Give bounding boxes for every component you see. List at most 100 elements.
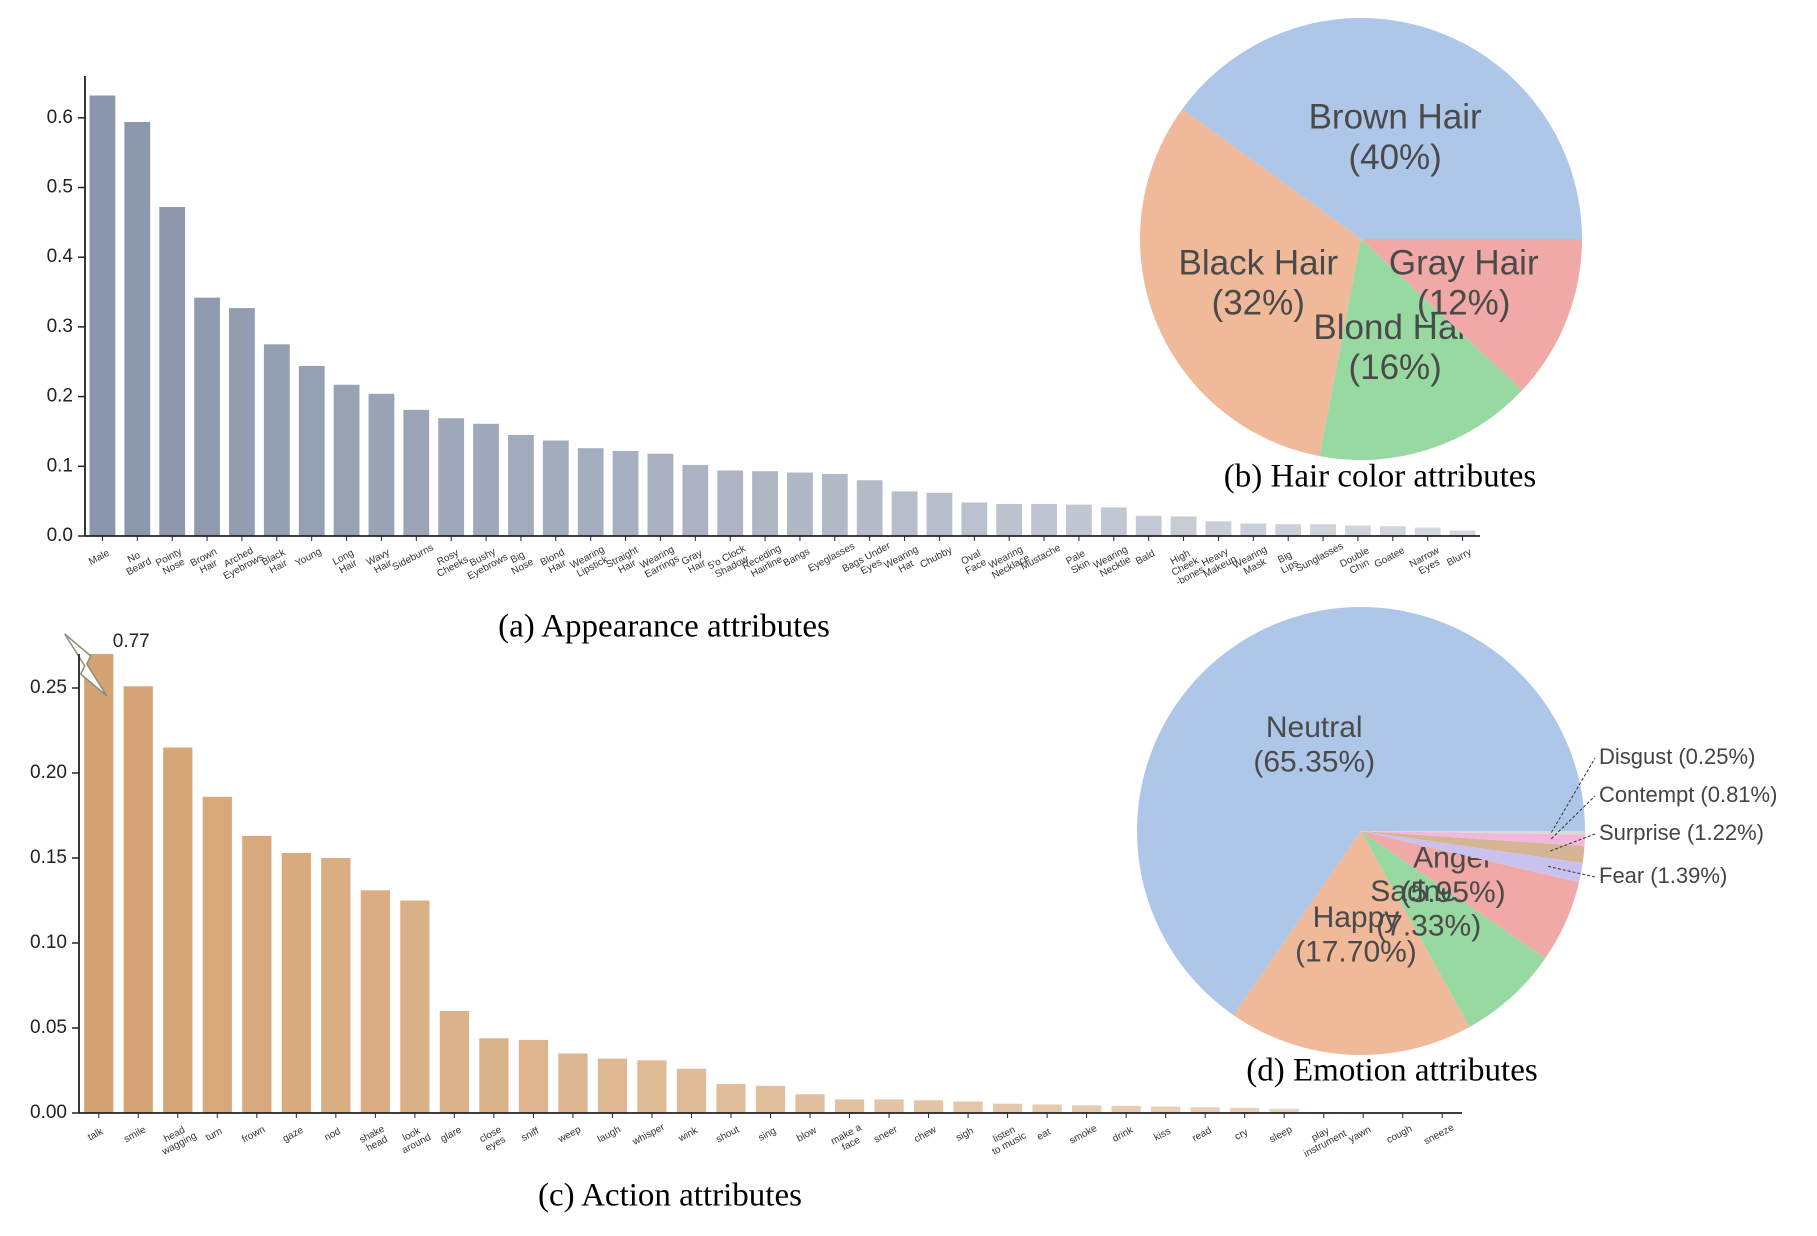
bar [647, 453, 674, 536]
bar [508, 434, 534, 536]
x-tick-label: cough [1385, 1124, 1414, 1147]
x-tick-label: sigh [954, 1126, 975, 1144]
bar [473, 423, 499, 536]
bar [1111, 1105, 1141, 1113]
x-tick-label: NarrowEyes [1408, 545, 1447, 579]
bar [439, 1011, 470, 1113]
x-tick-label: shout [714, 1124, 741, 1145]
bar [834, 1099, 865, 1113]
x-tick-label: BigLips [1274, 549, 1300, 577]
bar [612, 450, 639, 536]
x-tick-label: laugh [596, 1124, 623, 1145]
x-tick-label: BrownHair [189, 546, 224, 578]
pie-slice [1182, 17, 1582, 240]
value-label: 0.77 [113, 631, 150, 652]
slice-name: Black Hair [1179, 243, 1339, 282]
caption: (b) Hair color attributes [1224, 459, 1536, 495]
slice-label: Surprise (1.22%) [1599, 820, 1764, 845]
bar [1066, 504, 1092, 536]
bar [518, 1039, 549, 1113]
bar [891, 491, 918, 536]
bar [821, 473, 848, 536]
slice-name: Contempt [1599, 782, 1694, 807]
slice-percent: (65.35%) [1253, 746, 1375, 779]
bar [1071, 1105, 1102, 1113]
bar [1032, 1104, 1062, 1113]
slice-name: Fear [1599, 863, 1644, 888]
x-tick-label: LongHair [331, 548, 361, 577]
pie-slice [1137, 607, 1585, 1016]
slice-name: Neutral [1266, 711, 1363, 744]
caption: (a) Appearance attributes [498, 609, 830, 645]
pie-slice [1319, 239, 1523, 460]
leader-line [1547, 865, 1596, 878]
y-tick-label: 0.25 [30, 677, 67, 698]
bar [787, 472, 813, 536]
slice-label: Brown Hair (40%) [1309, 98, 1482, 177]
slice-name: Disgust [1599, 744, 1672, 769]
x-tick-label: listento music [985, 1121, 1028, 1157]
x-tick-label: eat [1035, 1127, 1053, 1143]
x-tick-label: RecedingHairline [741, 543, 788, 582]
y-tick-label: 0.15 [30, 847, 67, 868]
x-tick-label: Goatee [1373, 545, 1408, 570]
x-tick-label: WearingMask [1231, 544, 1274, 580]
x-tick-label: headwagging [155, 1121, 199, 1158]
axis-break [64, 633, 108, 697]
slice-label: Contempt (0.81%) [1599, 782, 1777, 807]
bar [1269, 1108, 1299, 1113]
bar [159, 207, 186, 536]
x-tick-label: talk [86, 1126, 106, 1143]
pie-slice [1361, 239, 1582, 391]
bar [281, 852, 311, 1113]
caption: (d) Emotion attributes [1246, 1053, 1537, 1089]
slice-percent: (17.70%) [1295, 936, 1417, 969]
slice-name: Brown Hair [1309, 98, 1482, 137]
bar [1151, 1106, 1181, 1113]
bar [926, 492, 953, 536]
leader-line [1550, 833, 1596, 852]
x-tick-label: WearingNecktie [1092, 544, 1135, 580]
bar [1240, 523, 1267, 536]
x-tick-label: shakehead [358, 1123, 392, 1155]
bar [961, 502, 988, 536]
bar [874, 1099, 904, 1113]
slice-percent: (5.95%) [1401, 876, 1506, 909]
slice-label: Gray Hair (12%) [1389, 243, 1539, 322]
bar [637, 1060, 667, 1113]
x-tick-label: gaze [281, 1125, 306, 1145]
slice-label: Neutral (65.35%) [1253, 711, 1375, 779]
x-tick-label: NoBeard [120, 547, 154, 579]
x-tick-label: Sideburns [391, 542, 436, 573]
x-tick-label: OvalFace [959, 548, 989, 578]
bar [1135, 515, 1162, 536]
bar [242, 835, 272, 1113]
bar [321, 858, 351, 1113]
y-tick-label: 0.1 [47, 455, 73, 476]
slice-percent: (16%) [1348, 348, 1441, 387]
bar [1345, 525, 1371, 536]
bar [996, 503, 1023, 536]
bar [856, 480, 883, 536]
bar [542, 440, 569, 536]
y-tick-label: 0.3 [47, 316, 73, 337]
x-tick-label: read [1191, 1125, 1214, 1144]
x-tick-label: chew [912, 1124, 938, 1145]
x-tick-label: whisper [630, 1122, 667, 1149]
leader-line [1550, 795, 1596, 840]
text-line: No [126, 550, 143, 566]
bar [1170, 516, 1197, 536]
slice-percent: (40%) [1348, 138, 1441, 177]
bar [89, 95, 116, 537]
y-tick-label: 0.4 [47, 246, 74, 267]
slice-label: Happy (17.70%) [1295, 901, 1417, 969]
bar [597, 1058, 628, 1113]
caption: (c) Action attributes [538, 1178, 802, 1214]
y-tick-label: 0.5 [47, 177, 73, 198]
x-tick-label: GrayHair [680, 548, 709, 577]
x-tick-label: Chubby [918, 545, 954, 571]
pie-slice [1361, 831, 1583, 883]
y-tick-label: 0.2 [47, 386, 73, 407]
pie-slice [1361, 831, 1585, 846]
